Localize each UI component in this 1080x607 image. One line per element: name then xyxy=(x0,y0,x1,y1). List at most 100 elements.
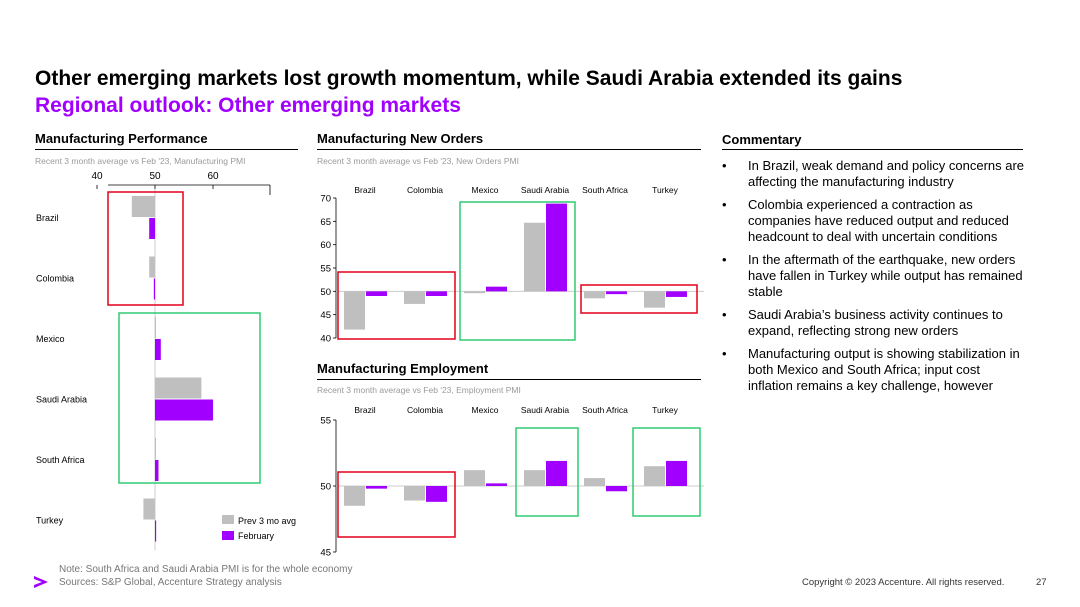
commentary-item: • Colombia experienced a contraction as c… xyxy=(722,197,1009,244)
bar-prev-mexico xyxy=(155,317,156,338)
commentary-item: • Saudi Arabia’s business activity contin… xyxy=(722,307,1003,338)
highlight-box-red xyxy=(580,284,698,314)
category-label: South Africa xyxy=(582,185,628,195)
category-label: Mexico xyxy=(36,334,65,344)
category-label: Brazil xyxy=(36,213,59,223)
bar-prev-brazil xyxy=(344,486,365,506)
bar-feb-south-africa xyxy=(155,460,159,481)
bar-feb-south-africa xyxy=(606,486,627,492)
highlight-box-green xyxy=(459,201,576,341)
legend-feb-label: February xyxy=(238,531,275,541)
category-label: Mexico xyxy=(472,405,499,415)
legend-prev-swatch xyxy=(222,515,234,524)
legend-feb-swatch xyxy=(222,531,234,540)
bar-prev-turkey xyxy=(143,498,155,520)
category-label: Turkey xyxy=(652,405,678,415)
y-tick-label: 40 xyxy=(320,334,331,345)
category-label: Brazil xyxy=(354,405,375,415)
new-orders-heading: Manufacturing New Orders xyxy=(317,131,484,146)
employment-divider xyxy=(317,379,701,380)
page-subtitle: Regional outlook: Other emerging markets xyxy=(35,94,461,117)
employment-heading: Manufacturing Employment xyxy=(317,361,489,376)
bar-feb-mexico xyxy=(486,483,507,486)
category-label: Turkey xyxy=(36,516,64,526)
x-tick-label: 40 xyxy=(91,171,103,182)
bar-prev-turkey xyxy=(644,291,665,308)
category-label: South Africa xyxy=(36,455,85,465)
commentary-item: • In Brazil, weak demand and policy conce… xyxy=(722,158,1025,189)
bar-feb-brazil xyxy=(366,291,387,296)
y-tick-label: 50 xyxy=(320,287,331,298)
category-label: Colombia xyxy=(407,185,443,195)
y-tick-label: 45 xyxy=(320,310,331,321)
category-label: Saudi Arabia xyxy=(36,395,87,405)
bar-prev-colombia xyxy=(149,256,155,278)
performance-divider xyxy=(35,149,298,150)
commentary-item: • In the aftermath of the earthquake, new… xyxy=(722,252,1023,299)
bar-prev-saudi-arabia xyxy=(524,222,545,292)
category-label: Turkey xyxy=(652,185,678,195)
bar-feb-mexico xyxy=(486,286,507,292)
new-orders-divider xyxy=(317,149,701,150)
footnote-sources: Sources: S&P Global, Accenture Strategy … xyxy=(59,577,282,588)
bar-feb-colombia xyxy=(426,291,447,296)
manufacturing-employment-chart: 45 50 55 Brazil Colombia Mexico Saudi Arabia So… xyxy=(320,405,704,559)
bullet-icon: • xyxy=(722,158,727,173)
bullet-icon: • xyxy=(722,346,727,361)
y-tick-label: 50 xyxy=(320,482,331,493)
new-orders-subheading: Recent 3 month average vs Feb '23, New O… xyxy=(317,156,519,166)
bar-prev-colombia xyxy=(404,291,425,304)
footnote-note: Note: South Africa and Saudi Arabia PMI … xyxy=(59,564,353,575)
highlight-box-green xyxy=(632,427,701,517)
bar-feb-brazil xyxy=(149,218,155,239)
bar-feb-colombia xyxy=(153,278,155,300)
bar-feb-brazil xyxy=(366,486,387,489)
bar-feb-turkey xyxy=(666,460,687,486)
page-number: 27 xyxy=(1036,577,1047,588)
manufacturing-performance-chart: 40 50 60 Brazil Colombia Mexico Saudi Arabia So… xyxy=(36,171,296,550)
bar-prev-saudi-arabia xyxy=(155,377,202,399)
highlight-box-red xyxy=(107,191,184,306)
accenture-logo-icon xyxy=(34,576,48,588)
bullet-icon: • xyxy=(722,252,727,267)
bar-prev-mexico xyxy=(464,291,485,294)
category-label: Brazil xyxy=(354,185,375,195)
bar-prev-south-africa xyxy=(155,438,156,459)
bullet-icon: • xyxy=(722,307,727,322)
bar-prev-brazil xyxy=(131,196,155,217)
highlight-box-green xyxy=(515,427,579,517)
page-title: Other emerging markets lost growth momen… xyxy=(35,67,903,90)
x-tick-label: 50 xyxy=(149,171,161,182)
highlight-box-red xyxy=(337,271,456,340)
x-tick-label: 60 xyxy=(207,171,219,182)
bar-feb-south-africa xyxy=(606,291,627,295)
commentary-item: • Manufacturing output is showing stabili… xyxy=(722,346,1020,393)
manufacturing-new-orders-chart: 40 45 50 55 60 65 70 Brazil Colombia Mexico Saudi … xyxy=(320,185,704,345)
performance-heading: Manufacturing Performance xyxy=(35,131,208,146)
bar-feb-turkey xyxy=(155,520,157,542)
bar-feb-turkey xyxy=(666,291,687,297)
highlight-box-red xyxy=(337,471,456,538)
performance-subheading: Recent 3 month average vs Feb '23, Manuf… xyxy=(35,156,246,166)
legend-prev-label: Prev 3 mo avg xyxy=(238,516,296,526)
category-label: Colombia xyxy=(407,405,443,415)
category-label: Mexico xyxy=(472,185,499,195)
commentary-heading: Commentary xyxy=(722,132,802,147)
category-label: Saudi Arabia xyxy=(521,185,569,195)
bar-prev-turkey xyxy=(644,466,665,486)
bar-feb-colombia xyxy=(426,486,447,502)
y-tick-label: 65 xyxy=(320,217,331,228)
commentary-divider xyxy=(722,149,1023,150)
y-tick-label: 55 xyxy=(320,416,331,427)
bar-feb-saudi-arabia xyxy=(546,203,567,292)
bar-feb-saudi-arabia xyxy=(155,399,213,421)
bar-prev-brazil xyxy=(344,291,365,330)
bar-prev-south-africa xyxy=(584,478,605,486)
bar-feb-saudi-arabia xyxy=(546,460,567,486)
commentary-list: • In Brazil, weak demand and policy conce… xyxy=(722,158,1027,401)
bar-prev-south-africa xyxy=(584,291,605,299)
y-tick-label: 60 xyxy=(320,240,331,251)
highlight-box-green xyxy=(118,312,261,484)
y-tick-label: 70 xyxy=(320,194,331,205)
bar-prev-colombia xyxy=(404,486,425,501)
